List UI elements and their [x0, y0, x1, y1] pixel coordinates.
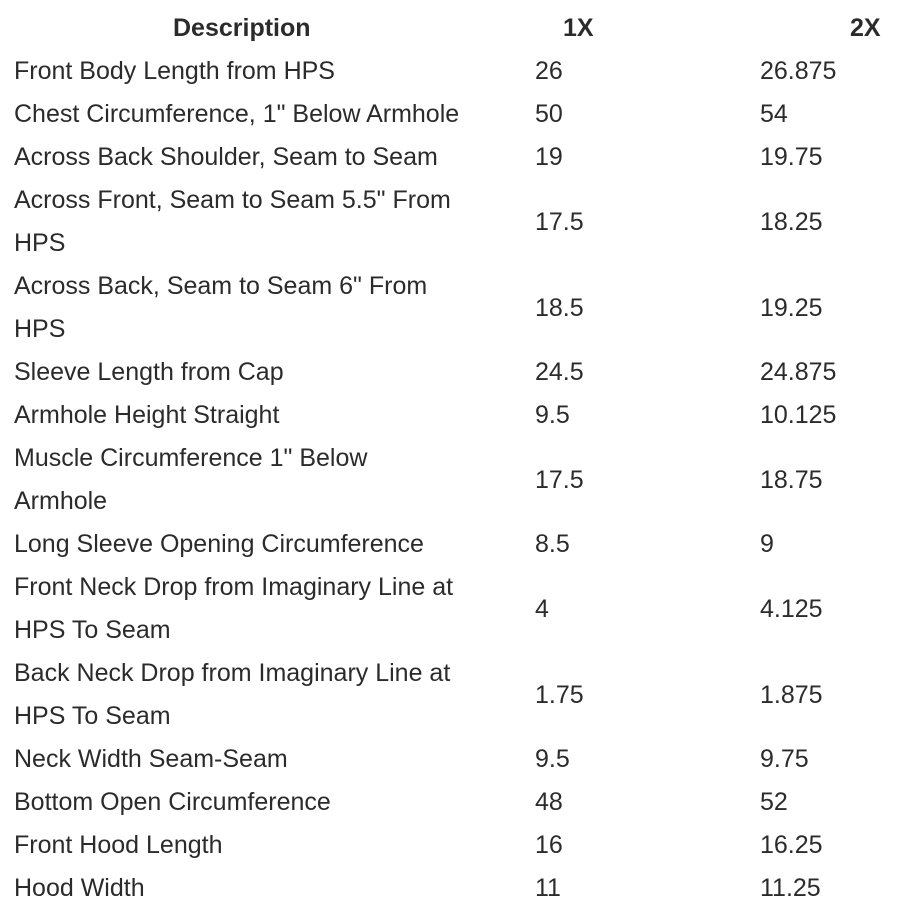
column-header-description: Description [173, 14, 311, 42]
value-2x-cell: 19.75 [760, 143, 823, 171]
table-row: Muscle Circumference 1" Below Armhole 17… [0, 437, 920, 523]
description-cell: Armhole Height Straight [14, 401, 280, 429]
table-header-row: Description 1X 2X [0, 7, 920, 50]
table-row: Back Neck Drop from Imaginary Line at HP… [0, 652, 920, 738]
value-1x-cell: 9.5 [535, 401, 570, 429]
value-1x-cell: 8.5 [535, 530, 570, 558]
table-row: Across Back Shoulder, Seam to Seam 19 19… [0, 136, 920, 179]
table-row: Sleeve Length from Cap 24.5 24.875 [0, 351, 920, 394]
table-row: Chest Circumference, 1" Below Armhole 50… [0, 93, 920, 136]
value-2x-cell: 18.75 [760, 465, 823, 494]
description-cell: Across Front, Seam to Seam 5.5" From HPS [14, 186, 451, 257]
table-row: Bottom Open Circumference 48 52 [0, 781, 920, 824]
table-row: Front Body Length from HPS 26 26.875 [0, 50, 920, 93]
column-header-2x: 2X [850, 14, 881, 42]
value-1x-cell: 17.5 [535, 465, 584, 494]
value-1x-cell: 26 [535, 57, 563, 85]
value-2x-cell: 11.25 [760, 874, 821, 902]
table-row: Armhole Height Straight 9.5 10.125 [0, 394, 920, 437]
value-1x-cell: 48 [535, 788, 563, 816]
description-cell: Front Neck Drop from Imaginary Line at H… [14, 573, 454, 644]
value-1x-cell: 4 [535, 594, 549, 623]
description-cell: Across Back, Seam to Seam 6" From HPS [14, 272, 428, 343]
table-row: Hood Width 11 11.25 [0, 867, 920, 910]
value-1x-cell: 19 [535, 143, 563, 171]
table-row: Front Hood Length 16 16.25 [0, 824, 920, 867]
table-row: Front Neck Drop from Imaginary Line at H… [0, 566, 920, 652]
description-cell: Across Back Shoulder, Seam to Seam [14, 143, 438, 171]
value-1x-cell: 18.5 [535, 293, 584, 322]
value-1x-cell: 50 [535, 100, 563, 128]
value-1x-cell: 11 [535, 874, 561, 902]
table-row: Across Front, Seam to Seam 5.5" From HPS… [0, 179, 920, 265]
value-2x-cell: 54 [760, 100, 788, 128]
value-2x-cell: 19.25 [760, 293, 823, 322]
value-2x-cell: 26.875 [760, 57, 837, 85]
value-2x-cell: 1.875 [760, 680, 823, 709]
description-cell: Hood Width [14, 874, 145, 902]
value-2x-cell: 9 [760, 530, 774, 558]
table-body: Front Body Length from HPS 26 26.875 Che… [0, 50, 920, 910]
value-1x-cell: 17.5 [535, 207, 584, 236]
description-cell: Bottom Open Circumference [14, 788, 331, 816]
table-row: Long Sleeve Opening Circumference 8.5 9 [0, 523, 920, 566]
value-2x-cell: 4.125 [760, 594, 823, 623]
value-2x-cell: 18.25 [760, 207, 823, 236]
value-1x-cell: 24.5 [535, 358, 584, 386]
value-2x-cell: 16.25 [760, 831, 823, 859]
description-cell: Sleeve Length from Cap [14, 358, 284, 386]
description-cell: Front Hood Length [14, 831, 223, 859]
description-cell: Muscle Circumference 1" Below Armhole [14, 444, 368, 515]
value-2x-cell: 24.875 [760, 358, 837, 386]
description-cell: Neck Width Seam-Seam [14, 745, 288, 773]
description-cell: Front Body Length from HPS [14, 57, 335, 85]
value-2x-cell: 10.125 [760, 401, 837, 429]
description-cell: Back Neck Drop from Imaginary Line at HP… [14, 659, 451, 730]
table-row: Neck Width Seam-Seam 9.5 9.75 [0, 738, 920, 781]
value-2x-cell: 9.75 [760, 745, 809, 773]
column-header-1x: 1X [563, 14, 594, 42]
value-1x-cell: 1.75 [535, 680, 584, 709]
value-2x-cell: 52 [760, 788, 788, 816]
value-1x-cell: 16 [535, 831, 563, 859]
description-cell: Chest Circumference, 1" Below Armhole [14, 100, 460, 128]
value-1x-cell: 9.5 [535, 745, 570, 773]
description-cell: Long Sleeve Opening Circumference [14, 530, 424, 558]
table-row: Across Back, Seam to Seam 6" From HPS 18… [0, 265, 920, 351]
